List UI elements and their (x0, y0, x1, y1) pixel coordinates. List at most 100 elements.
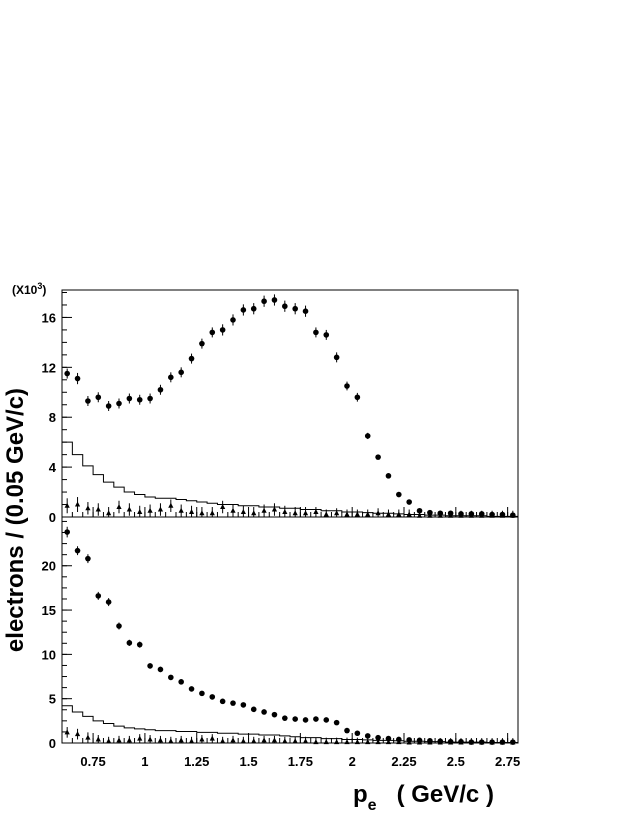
top-triangle-point (396, 511, 402, 517)
bottom-circle-point (354, 730, 361, 737)
bottom-triangle-point (354, 739, 360, 745)
top-circle-point (364, 433, 371, 439)
bottom-circle-point (168, 674, 174, 681)
top-panel-frame (61, 289, 519, 518)
bottom-panel: 0 5 10 15 20 0.75 1 1.25 1.5 1.75 2 2.25 2.5 2.75 (42, 516, 520, 769)
top-triangle-point (251, 510, 257, 516)
top-triangle-point (137, 509, 143, 515)
top-circle-point (105, 403, 112, 409)
x-tick-label: 1.5 (240, 754, 258, 769)
top-triangle-point (282, 509, 288, 515)
bottom-triangle-point (106, 738, 112, 744)
bottom-circle-point (385, 735, 392, 742)
bottom-circle-point (458, 738, 464, 745)
top-x-ticks (71, 507, 519, 517)
top-triangle-point (354, 511, 360, 517)
top-y-tick-label: 4 (49, 460, 57, 475)
bottom-triangle-point (334, 739, 340, 745)
bottom-histogram-line (62, 705, 518, 744)
bottom-circle-point (333, 719, 340, 726)
top-circle-point (116, 400, 122, 407)
top-circle-point (323, 332, 330, 338)
bottom-triangle-point (313, 739, 319, 745)
bottom-circle-point (302, 717, 309, 723)
top-circle-point (396, 491, 402, 498)
top-circle-point (447, 510, 454, 517)
bottom-triangle-point (95, 736, 101, 742)
top-triangle-point (271, 506, 278, 512)
top-triangle-point (406, 511, 412, 517)
top-triangle-point (334, 510, 340, 516)
bottom-triangle-point (323, 739, 329, 745)
top-triangle-point (85, 505, 91, 511)
bottom-triangle-point (147, 736, 153, 742)
bottom-triangle-point (375, 739, 381, 745)
bottom-circle-point (375, 734, 381, 741)
top-y-tick-label: 0 (49, 510, 56, 525)
top-triangle-point (95, 506, 101, 512)
top-triangle-point (126, 506, 132, 512)
x-axis-subscript: e (368, 797, 377, 814)
top-triangle-point (209, 510, 215, 516)
top-circle-point (302, 308, 309, 315)
bottom-y-axis: 0 5 10 15 20 (42, 520, 72, 751)
top-circle-point (168, 374, 174, 381)
bottom-triangle-point (64, 729, 70, 735)
bottom-circle-point (416, 737, 423, 744)
x-axis-label: pe ( GeV/c ) (353, 781, 494, 814)
top-y-tick-label: 8 (49, 410, 56, 425)
bottom-y-tick-label: 5 (49, 692, 56, 707)
top-triangle-point (261, 507, 267, 513)
x-tick-label: 2.75 (495, 754, 520, 769)
top-histogram (62, 441, 518, 517)
bottom-histogram (62, 705, 518, 744)
top-circle-point (468, 511, 475, 517)
bottom-triangle-point (85, 734, 91, 740)
bottom-circle-point (64, 529, 70, 535)
top-y-tick-label: 12 (42, 360, 56, 375)
bottom-circle-point (447, 738, 454, 745)
top-circle-point (199, 340, 205, 347)
bottom-triangle-point (344, 739, 350, 745)
top-triangle-point (147, 507, 153, 513)
bottom-circle-point (240, 702, 247, 708)
x-tick-label: 0.75 (80, 754, 105, 769)
top-circle-point (375, 454, 381, 460)
bottom-triangle-point (126, 737, 132, 743)
bottom-triangle-point (292, 738, 298, 744)
bottom-y-tick-label: 10 (42, 647, 56, 662)
bottom-circle-point (510, 739, 516, 745)
bottom-triangle-point (74, 731, 81, 737)
bottom-triangle-point (271, 737, 278, 743)
top-circle-point (354, 394, 361, 401)
top-y-axis: 0 4 8 12 16 (42, 291, 72, 525)
top-triangle-point (199, 510, 205, 516)
bottom-x-axis: 0.75 1 1.25 1.5 1.75 2 2.25 2.5 2.75 (71, 733, 520, 769)
bottom-triangle-point (240, 738, 246, 744)
x-tick-label: 1.25 (184, 754, 209, 769)
bottom-circle-point (396, 736, 402, 743)
top-triangle-point (344, 511, 350, 517)
top-circle-point (313, 329, 319, 336)
bottom-circle-point (136, 641, 143, 648)
bottom-circle-point (489, 739, 495, 745)
bottom-circle-point (261, 709, 267, 715)
top-circle-point (188, 355, 195, 362)
bottom-triangle-point (157, 737, 164, 743)
bottom-circle-point (282, 715, 288, 721)
bottom-circle-point (364, 733, 371, 739)
top-panel: 0 4 8 12 16 (42, 289, 519, 525)
top-y-tick-label: 16 (42, 310, 56, 325)
top-circle-point (178, 369, 184, 376)
bottom-triangle-point (302, 738, 309, 744)
top-circle-point (95, 394, 102, 401)
top-triangle-point (240, 509, 246, 515)
top-triangle-point (106, 510, 112, 516)
bottom-circle-point (230, 700, 236, 706)
bottom-triangle-point (282, 738, 288, 744)
top-triangle-point (292, 510, 298, 516)
top-circle-point (74, 375, 81, 382)
top-circle-point (489, 511, 495, 518)
bottom-circle-point (116, 623, 122, 629)
